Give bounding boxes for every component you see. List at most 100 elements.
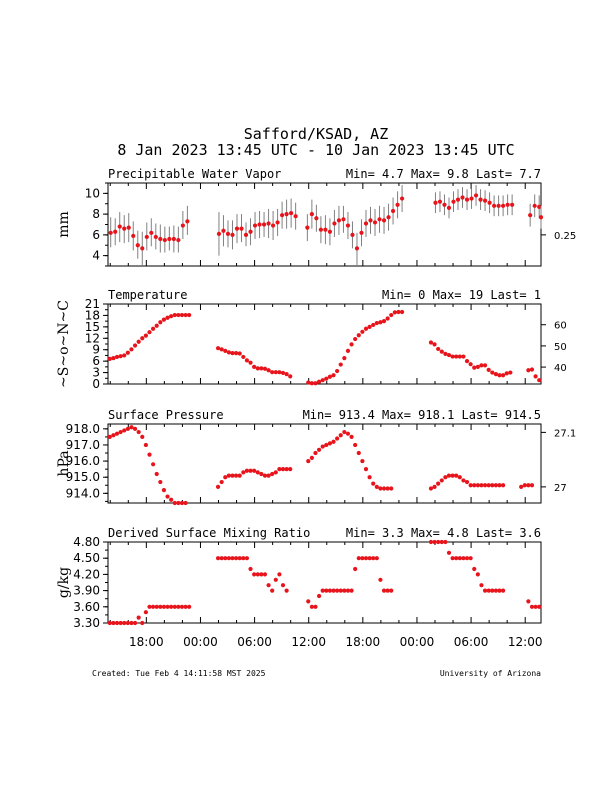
data-point — [183, 604, 188, 609]
data-point — [179, 500, 185, 506]
right-tick-label: 0.25 — [554, 231, 576, 242]
data-point — [230, 473, 235, 478]
data-point — [468, 556, 473, 561]
data-point — [275, 220, 280, 225]
data-point — [147, 604, 152, 609]
data-point — [270, 223, 276, 228]
data-point — [234, 226, 240, 231]
credit-text: University of Arizona — [440, 669, 541, 678]
data-point — [482, 588, 488, 593]
data-point — [338, 588, 343, 593]
panel-title: Precipitable Water Vapor — [108, 167, 281, 181]
panel-frame — [107, 423, 542, 504]
data-point — [172, 312, 177, 318]
data-point — [469, 196, 474, 201]
data-point — [241, 354, 246, 360]
data-point — [360, 458, 365, 464]
data-point — [320, 588, 325, 593]
data-point — [356, 333, 361, 338]
panel-stats: Min= 913.4 Max= 918.1 Last= 914.5 — [303, 408, 541, 422]
data-point — [432, 484, 437, 489]
panel-3: Derived Surface Mixing Ratio Min= 3.3 Max… — [56, 526, 542, 630]
data-point — [342, 429, 347, 435]
data-point — [140, 246, 145, 251]
data-point — [479, 483, 484, 488]
data-point — [472, 365, 477, 370]
data-point — [537, 604, 542, 609]
data-point — [461, 354, 466, 359]
data-point — [129, 620, 134, 626]
data-point — [385, 486, 390, 491]
data-point — [306, 380, 311, 385]
data-point — [266, 221, 271, 226]
data-point — [428, 340, 434, 345]
data-point — [223, 556, 228, 561]
data-point — [241, 470, 246, 475]
data-point — [338, 433, 343, 438]
data-point — [118, 429, 123, 435]
data-point — [505, 202, 510, 207]
data-point — [389, 588, 394, 593]
right-tick-label: 60 — [554, 321, 567, 332]
data-point — [320, 378, 325, 383]
data-point — [313, 381, 318, 386]
x-tick-label: 06:00 — [237, 635, 272, 649]
data-point — [230, 556, 235, 561]
data-point — [248, 566, 253, 572]
data-point — [381, 319, 387, 324]
data-point — [356, 556, 361, 561]
data-point — [161, 317, 167, 322]
data-point — [501, 588, 506, 593]
data-point — [468, 362, 473, 367]
data-point — [442, 202, 447, 207]
x-tick-label: 12:00 — [508, 635, 543, 649]
data-point — [490, 588, 495, 593]
data-point — [165, 315, 170, 320]
data-point — [187, 604, 192, 609]
data-point — [309, 455, 314, 460]
data-point — [342, 355, 347, 361]
data-point — [140, 336, 145, 341]
data-point — [125, 350, 130, 355]
data-point — [335, 368, 340, 374]
data-point — [486, 588, 491, 593]
data-point — [244, 358, 250, 363]
data-point — [225, 231, 231, 236]
data-point — [378, 577, 383, 582]
data-point — [342, 588, 347, 593]
data-point — [353, 336, 358, 342]
data-point — [378, 486, 383, 491]
data-point — [284, 467, 289, 472]
data-point — [179, 312, 185, 318]
data-point — [454, 354, 459, 359]
data-point — [280, 583, 286, 588]
data-point — [280, 370, 286, 376]
data-point — [345, 431, 351, 436]
data-point — [497, 588, 502, 593]
data-point — [244, 468, 250, 473]
data-point — [478, 197, 483, 202]
y-tick-label: 914.0 — [66, 486, 100, 500]
data-point — [461, 478, 466, 483]
data-point — [215, 556, 221, 561]
y-tick-label: 15 — [85, 320, 100, 334]
data-point — [136, 615, 141, 620]
data-point — [367, 556, 372, 561]
data-point — [270, 471, 275, 477]
y-tick-label: 6 — [92, 354, 100, 368]
data-point — [179, 604, 185, 609]
data-point — [306, 458, 311, 464]
data-point — [437, 199, 443, 204]
data-point — [132, 426, 138, 431]
data-point — [443, 351, 448, 357]
data-point — [183, 312, 188, 318]
data-point — [454, 556, 459, 561]
data-point — [143, 610, 148, 615]
date-range-title: 8 Jan 2023 13:45 UTC - 10 Jan 2023 13:45… — [117, 141, 514, 159]
data-point — [381, 486, 387, 491]
data-point — [316, 447, 322, 452]
data-point — [176, 237, 181, 243]
data-point — [257, 222, 262, 227]
data-point — [473, 193, 479, 198]
data-point — [169, 314, 174, 319]
